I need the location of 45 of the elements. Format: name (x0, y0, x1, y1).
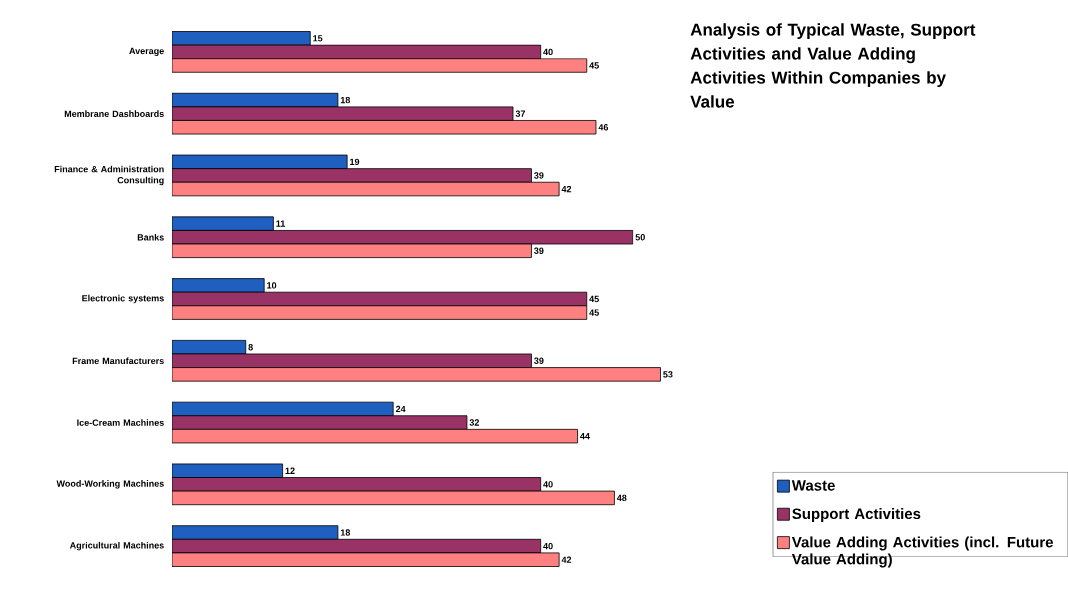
bar (172, 415, 468, 430)
data-label: 11 (276, 220, 286, 227)
data-label: 40 (543, 481, 553, 488)
data-label: 18 (340, 96, 351, 104)
data-label: 42 (561, 185, 572, 193)
bar (172, 216, 274, 231)
data-label: 8 (248, 343, 253, 351)
y-tick-label: Frame Manufacturers (72, 357, 164, 365)
data-label: 46 (598, 124, 609, 131)
data-label: 39 (534, 247, 544, 254)
data-label: 45 (589, 309, 599, 316)
bar (172, 525, 339, 540)
y-tick-label: Wood-Working Machines (56, 480, 164, 489)
data-label: 44 (580, 433, 590, 440)
data-label: 39 (534, 357, 544, 364)
data-label: 39 (534, 172, 544, 179)
data-label: 18 (340, 529, 351, 536)
data-label: 45 (589, 62, 599, 69)
data-label: 19 (350, 158, 360, 166)
y-tick-label: Agricultural Machines (69, 541, 164, 551)
data-label: 48 (616, 494, 627, 502)
y-tick-label: Membrane Dashboards (64, 110, 164, 117)
y-tick-label: Banks (137, 233, 164, 241)
y-tick-label: Finance & Administration Consulting (54, 165, 164, 186)
legend-label: Support Activities (792, 508, 921, 523)
data-label: 53 (663, 371, 673, 378)
data-label: 24 (395, 405, 406, 413)
legend-label: Waste (791, 480, 835, 491)
data-label: 10 (267, 282, 277, 289)
data-label: 42 (561, 556, 572, 563)
y-tick-label: Average (129, 47, 164, 56)
data-label: 50 (635, 234, 645, 241)
bar (172, 278, 265, 293)
y-tick-label: Electronic systems (82, 294, 164, 304)
data-label: 40 (543, 48, 553, 56)
y-tick-label: Ice-Cream Machines (77, 419, 164, 426)
legend-label: Value Adding Activities (incl. Future Value Adding) (791, 536, 1053, 568)
data-label: 40 (543, 542, 553, 550)
data-label: 32 (469, 419, 479, 426)
data-label: 15 (313, 35, 323, 42)
data-label: 37 (515, 110, 526, 117)
bar (172, 168, 532, 183)
data-label: 45 (589, 295, 599, 303)
text: Analysis of Typical Waste, Support Activities and Value Adding Activities Within Companies by Value (690, 23, 976, 108)
data-label: 12 (285, 467, 295, 474)
